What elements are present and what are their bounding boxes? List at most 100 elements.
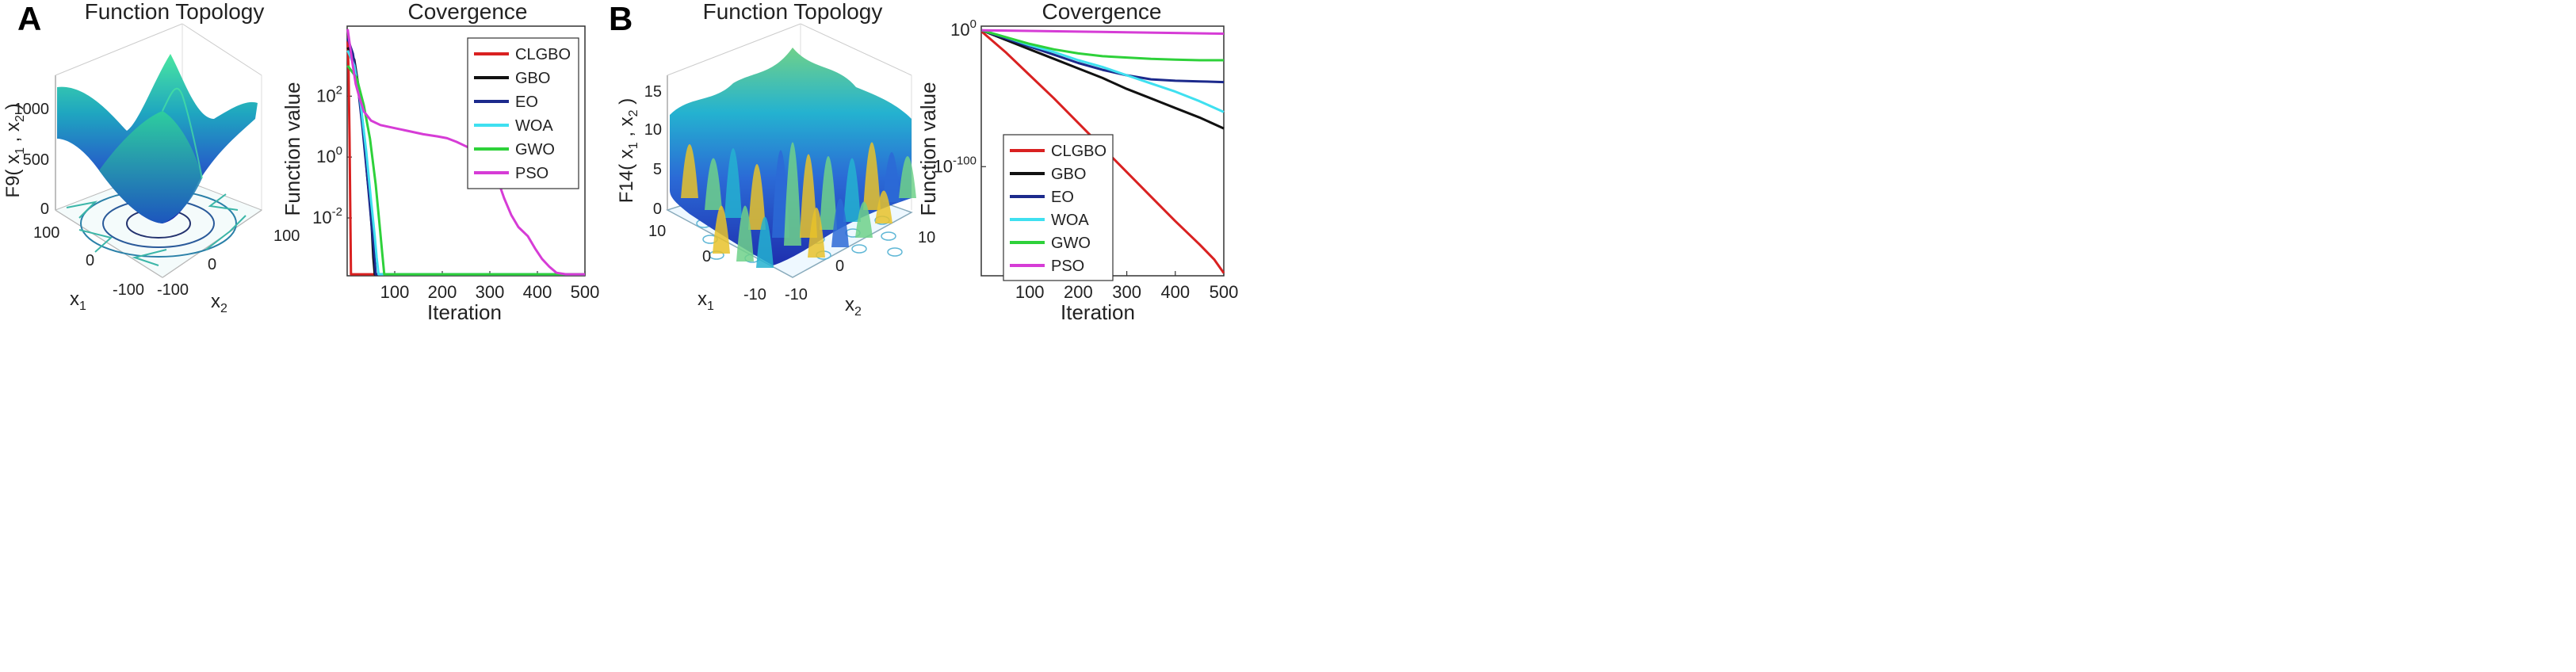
- conv-a-title: Covergence: [408, 0, 528, 24]
- surface-b-spike: [705, 158, 722, 210]
- surface-b-spike: [883, 152, 900, 202]
- surface-a-ztick: 1000: [14, 101, 50, 118]
- surface-b-spike: [831, 198, 849, 247]
- surface-a-ztick: 0: [40, 200, 49, 218]
- surface-b-spike: [772, 150, 789, 238]
- surface-b-spike: [784, 142, 801, 246]
- surface-b-xlabel: x1: [698, 288, 714, 313]
- surface-b-spike: [875, 190, 892, 223]
- panel-b-surface: B Function Topology 15 10 5 0 F14( x1 , …: [609, 0, 935, 319]
- surface-b-ztick: 5: [653, 161, 662, 178]
- conv-b-ylabel: Function value: [916, 82, 940, 216]
- surface-b-spike: [748, 164, 766, 230]
- conv-a-xtick-label: 200: [428, 282, 457, 302]
- conv-b-legend-box: [1003, 134, 1114, 281]
- conv-b-legend-label: GBO: [1051, 166, 1086, 183]
- surface-a-x1tick: 0: [86, 252, 94, 269]
- conv-a-legend-label: PSO: [515, 165, 548, 182]
- surface-a-ztick: 500: [23, 151, 49, 169]
- conv-a-xtick-label: 400: [523, 282, 552, 302]
- surface-b-spike: [736, 205, 754, 262]
- conv-b-legend-label: WOA: [1051, 212, 1089, 229]
- conv-b-series-gwo: [981, 29, 1224, 62]
- surface-a-zlabel: F9( x1 , x2 ): [2, 103, 27, 197]
- surface-b-ztick: 15: [644, 83, 662, 101]
- surface-b-contour-ring: [887, 247, 903, 257]
- conv-b-legend: CLGBO GBO EO WOA GWO PSO: [1003, 134, 1114, 281]
- surface-b-spike: [843, 158, 861, 222]
- surface-b-spike: [724, 148, 742, 218]
- surface-b-spike: [681, 144, 698, 198]
- conv-a-legend-label: GWO: [515, 141, 555, 158]
- surface-a-ylabel: x2: [211, 291, 227, 315]
- conv-a-xtick-label: 500: [571, 282, 600, 302]
- conv-b-series-gbo: [981, 29, 1225, 130]
- convergence-b: Covergence Function value Iteration 100 1…: [916, 0, 1238, 324]
- conv-a-legend-label: EO: [515, 94, 538, 111]
- surface-a-x1tick: 100: [33, 224, 59, 242]
- conv-a-xlabel: Iteration: [427, 300, 502, 324]
- surface-a-x2tick: 0: [208, 256, 216, 273]
- surface-b-spike: [863, 142, 881, 210]
- conv-b-legend-label: GWO: [1051, 235, 1091, 252]
- conv-b-title: Covergence: [1042, 0, 1162, 24]
- conv-b-xtick-label: 400: [1160, 282, 1190, 302]
- surface-a-xlabel: x1: [70, 288, 86, 313]
- surface-b-ztick: 0: [653, 200, 662, 218]
- conv-b-xtick-label: 500: [1210, 282, 1239, 302]
- conv-a-legend-label: GBO: [515, 70, 550, 87]
- surface-b-ylabel: x2: [845, 294, 862, 319]
- surface-b-ztick: 10: [644, 121, 662, 139]
- conv-b-xtick-label: 300: [1112, 282, 1141, 302]
- surface-a-mesh: [57, 54, 258, 223]
- conv-a-ytick-label: 102: [316, 83, 342, 105]
- surface-a-x1tick: -100: [113, 281, 144, 299]
- surface-b-contour-ring: [851, 244, 867, 254]
- surface-b-x2tick: 10: [918, 229, 935, 246]
- panel-b-letter: B: [609, 0, 633, 37]
- conv-a-xtick-label: 100: [380, 282, 410, 302]
- panel-a-letter: A: [17, 0, 41, 37]
- conv-b-ytick-label: 10-100: [933, 154, 977, 176]
- surface-b-x2tick: 0: [835, 258, 844, 275]
- surface-b-contour-ring: [881, 231, 896, 241]
- conv-b-series-pso: [981, 29, 1225, 35]
- surface-b-zlabel: F14( x1 , x2 ): [616, 98, 640, 204]
- surface-b-x1tick: 10: [648, 223, 666, 240]
- surface-b-mesh: [670, 48, 916, 268]
- conv-a-xtick-label: 300: [476, 282, 505, 302]
- surface-b-spike: [855, 201, 873, 238]
- conv-a-legend-label: WOA: [515, 117, 553, 135]
- conv-a-ytick-label: 100: [316, 144, 342, 166]
- surface-b-spike: [820, 156, 837, 230]
- conv-b-legend-label: PSO: [1051, 258, 1084, 275]
- convergence-a: Covergence Function value Iteration 102 1…: [281, 0, 599, 324]
- conv-b-series-eo: [981, 29, 1225, 84]
- surface-b-spike: [713, 205, 730, 254]
- conv-b-xtick-label: 100: [1015, 282, 1045, 302]
- conv-a-legend-box: [467, 37, 579, 189]
- conv-b-series-clgbo: [980, 30, 1225, 274]
- conv-b-ytick-label: 100: [950, 17, 977, 40]
- surface-b-spike: [899, 156, 916, 198]
- conv-a-ylabel: Function value: [281, 82, 304, 216]
- surface-b-spike: [808, 208, 825, 258]
- conv-b-legend-label: EO: [1051, 189, 1074, 206]
- conv-b-xtick-label: 200: [1064, 282, 1093, 302]
- surface-b-x1tick: -10: [743, 286, 766, 304]
- surface-b-spike: [756, 216, 774, 268]
- conv-a-ytick-label: 10-2: [312, 205, 342, 227]
- conv-a-series-gwo: [346, 65, 585, 276]
- surface-a-x2tick: -100: [157, 281, 189, 299]
- surface-b-title: Function Topology: [703, 0, 883, 24]
- conv-a-legend: CLGBO GBO EO WOA GWO PSO: [467, 37, 579, 189]
- conv-b-legend-label: CLGBO: [1051, 143, 1106, 160]
- surface-a-x2tick: 100: [273, 227, 300, 245]
- conv-a-legend-label: CLGBO: [515, 46, 571, 63]
- conv-b-xlabel: Iteration: [1061, 300, 1135, 324]
- surface-b-x1tick: 0: [702, 248, 711, 265]
- surface-a-title: Function Topology: [85, 0, 265, 24]
- surface-b-x2tick: -10: [785, 286, 808, 304]
- panel-a-surface: A Function Topology 1000 500 0 F9( x1 , …: [2, 0, 300, 315]
